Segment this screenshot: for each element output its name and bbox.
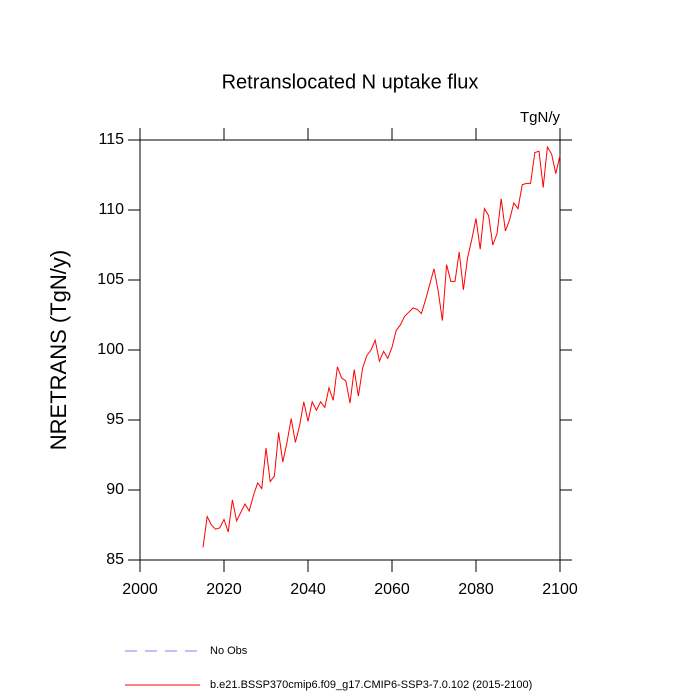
y-tick-label: 90 — [106, 481, 124, 498]
y-axis-label: NRETRANS (TgN/y) — [46, 250, 71, 450]
units-label: TgN/y — [520, 109, 561, 126]
y-tick-label: 110 — [98, 201, 124, 218]
x-tick-label: 2000 — [122, 581, 158, 598]
x-tick-label: 2060 — [374, 581, 410, 598]
y-tick-label: 105 — [97, 271, 124, 288]
y-tick-label: 95 — [106, 411, 124, 428]
data-line — [202, 145, 561, 548]
plot-frame — [139, 139, 561, 561]
x-tick-label: 2100 — [542, 581, 578, 598]
x-tick-label: 2080 — [458, 581, 494, 598]
chart-title: Retranslocated N uptake flux — [222, 71, 479, 93]
x-tick-label: 2040 — [290, 581, 326, 598]
y-tick-label: 85 — [106, 551, 124, 568]
x-tick-label: 2020 — [206, 581, 242, 598]
legend-label: b.e21.BSSP370cmip6.f09_g17.CMIP6-SSP3-7.… — [210, 679, 532, 691]
y-tick-label: 100 — [97, 341, 124, 358]
y-tick-label: 115 — [98, 131, 124, 148]
legend-label: No Obs — [210, 645, 248, 657]
